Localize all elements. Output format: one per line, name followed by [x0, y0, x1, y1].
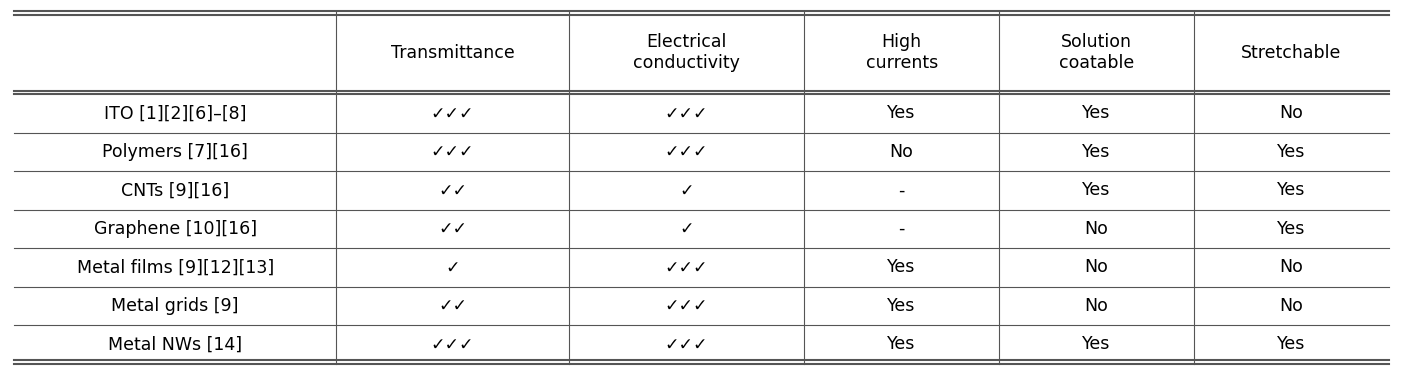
Text: ✓✓✓: ✓✓✓ — [665, 297, 709, 315]
Text: ✓: ✓ — [445, 258, 460, 276]
Text: ITO [1][2][6]–[8]: ITO [1][2][6]–[8] — [104, 104, 247, 122]
Text: ✓✓✓: ✓✓✓ — [665, 258, 709, 276]
Text: ✓✓✓: ✓✓✓ — [665, 104, 709, 122]
Text: Yes: Yes — [1082, 104, 1111, 122]
Text: ✓: ✓ — [679, 220, 693, 238]
Text: ✓✓: ✓✓ — [438, 297, 467, 315]
Text: Metal NWs [14]: Metal NWs [14] — [108, 336, 243, 354]
Text: No: No — [1280, 297, 1303, 315]
Text: ✓✓✓: ✓✓✓ — [431, 336, 474, 354]
Text: Yes: Yes — [888, 104, 916, 122]
Text: Solution
coatable: Solution coatable — [1059, 33, 1134, 72]
Text: -: - — [898, 182, 905, 200]
Text: ✓✓✓: ✓✓✓ — [665, 143, 709, 161]
Text: Yes: Yes — [888, 297, 916, 315]
Text: Yes: Yes — [1277, 336, 1306, 354]
Text: No: No — [1280, 258, 1303, 276]
Text: ✓: ✓ — [679, 182, 693, 200]
Text: Yes: Yes — [1082, 143, 1111, 161]
Text: ✓✓✓: ✓✓✓ — [665, 336, 709, 354]
Text: Transmittance: Transmittance — [390, 44, 515, 62]
Text: ✓✓✓: ✓✓✓ — [431, 143, 474, 161]
Text: No: No — [890, 143, 913, 161]
Text: Yes: Yes — [1277, 143, 1306, 161]
Text: Yes: Yes — [1277, 182, 1306, 200]
Text: No: No — [1280, 104, 1303, 122]
Text: No: No — [1085, 258, 1108, 276]
Text: Yes: Yes — [1082, 336, 1111, 354]
Text: -: - — [898, 220, 905, 238]
Text: High
currents: High currents — [866, 33, 937, 72]
Text: Metal grids [9]: Metal grids [9] — [111, 297, 239, 315]
Text: Yes: Yes — [1277, 220, 1306, 238]
Text: ✓✓✓: ✓✓✓ — [431, 104, 474, 122]
Text: CNTs [9][16]: CNTs [9][16] — [121, 182, 229, 200]
Text: Yes: Yes — [888, 258, 916, 276]
Text: Yes: Yes — [888, 336, 916, 354]
Text: Graphene [10][16]: Graphene [10][16] — [94, 220, 257, 238]
Text: ✓✓: ✓✓ — [438, 182, 467, 200]
Text: ✓✓: ✓✓ — [438, 220, 467, 238]
Text: No: No — [1085, 297, 1108, 315]
Text: Electrical
conductivity: Electrical conductivity — [633, 33, 739, 72]
Text: No: No — [1085, 220, 1108, 238]
Text: Polymers [7][16]: Polymers [7][16] — [102, 143, 248, 161]
Text: Yes: Yes — [1082, 182, 1111, 200]
Text: Metal films [9][12][13]: Metal films [9][12][13] — [77, 258, 274, 276]
Text: Stretchable: Stretchable — [1242, 44, 1341, 62]
